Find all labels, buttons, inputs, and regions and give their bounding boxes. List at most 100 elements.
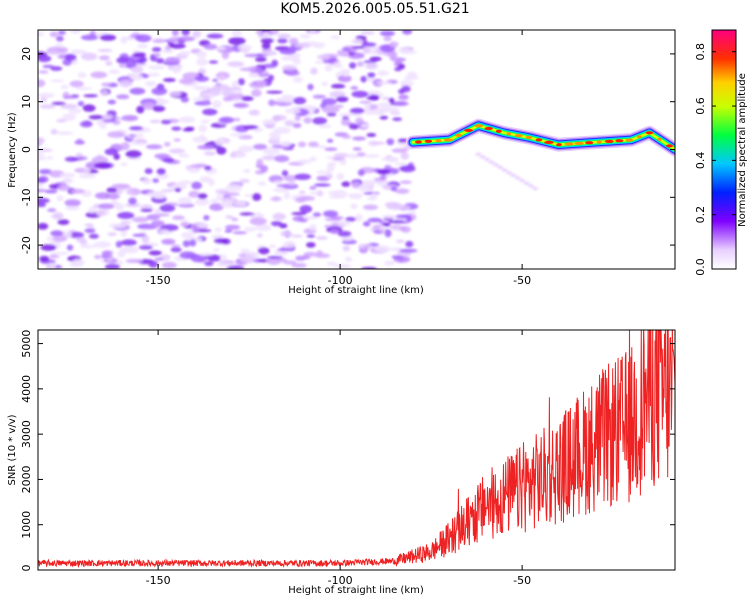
noise-blob [169,43,186,49]
noise-blob [330,35,341,40]
noise-blob [50,66,63,71]
noise-blob [330,83,346,89]
noise-blob [77,72,87,78]
noise-blob [216,146,227,155]
noise-blob [260,37,274,44]
noise-blob [263,147,280,155]
noise-blob [40,97,47,103]
x-tick-label: -100 [328,274,353,287]
y-tick-label: -10 [20,188,33,206]
noise-blob [400,152,409,160]
noise-blob [364,154,380,158]
noise-blob [116,94,130,100]
noise-blob [388,220,405,224]
noise-blob [297,159,312,165]
noise-blob [383,260,395,266]
noise-blob [224,229,233,233]
noise-blob [148,260,159,268]
noise-blob [261,50,278,56]
x-tick-label: -50 [513,274,531,287]
noise-blob [321,81,329,86]
noise-blob [147,65,166,70]
noise-blob [147,72,160,77]
noise-blob [362,47,370,54]
noise-blob [261,155,278,161]
noise-blob [257,181,267,186]
noise-blob [388,97,395,103]
noise-blob [231,80,239,89]
noise-blob [163,142,171,147]
noise-blob [144,81,157,87]
noise-blob [137,44,149,49]
noise-blob [351,46,367,49]
noise-blob [208,257,221,262]
noise-blob [282,94,292,99]
noise-blob [107,232,117,237]
noise-blob [119,79,133,88]
noise-blob [324,147,338,151]
noise-blob [233,201,247,207]
noise-blob [291,234,303,238]
noise-blob [299,190,306,195]
noise-blob [350,86,359,90]
noise-blob [189,239,197,247]
signal-peak [544,140,554,144]
noise-blob [135,34,152,43]
noise-blob [152,38,166,43]
noise-blob [309,224,317,231]
noise-blob [115,203,125,211]
noise-blob [292,215,307,222]
noise-blob [121,115,139,122]
noise-blob [94,254,102,260]
noise-blob [99,123,107,130]
signal-peak [525,135,533,140]
noise-blob [38,92,55,99]
snr-series-line [38,330,675,569]
noise-blob [125,190,135,195]
noise-blob [252,193,262,201]
signal-peak [535,138,543,142]
noise-blob [342,47,351,52]
noise-blob [270,30,279,35]
noise-blob [359,100,372,104]
noise-blob [281,170,289,177]
noise-blob [405,240,414,248]
noise-blob [351,90,369,98]
noise-blob [94,192,112,200]
snr-frame [37,329,676,571]
noise-blob [62,113,76,121]
noise-blob [204,165,212,171]
signal-peak [414,140,422,144]
noise-blob [228,37,246,46]
noise-blob [47,156,54,160]
noise-blob [128,126,144,131]
colorbar: 0.0 0.2 0.4 0.6 0.8 Normalized spectral ampl… [694,29,748,276]
noise-blob [326,261,337,266]
noise-blob [184,126,195,131]
noise-blob [368,90,381,95]
snr-x-ticks: -150 -100 -50 [146,330,531,587]
noise-blob [368,141,386,145]
noise-blob [255,80,267,86]
noise-blob [344,256,353,262]
noise-blob [88,115,105,120]
noise-blob [57,219,70,226]
noise-blob [221,89,234,98]
noise-blob [283,260,297,265]
noise-blob [202,108,218,116]
noise-blob [171,65,182,74]
snr-y-ticks: 0 1000 2000 3000 4000 5000 [20,330,675,572]
noise-blob [367,196,376,201]
noise-blob [130,66,144,73]
noise-blob [224,87,242,91]
noise-blob [374,245,391,253]
noise-blob [283,191,291,200]
noise-blob [105,60,113,66]
noise-blob [309,186,317,190]
noise-blob [261,119,278,126]
noise-blob [208,178,215,187]
noise-blob [284,120,295,127]
noise-blob [237,145,254,153]
noise-blob [373,230,384,234]
noise-blob [125,202,141,208]
